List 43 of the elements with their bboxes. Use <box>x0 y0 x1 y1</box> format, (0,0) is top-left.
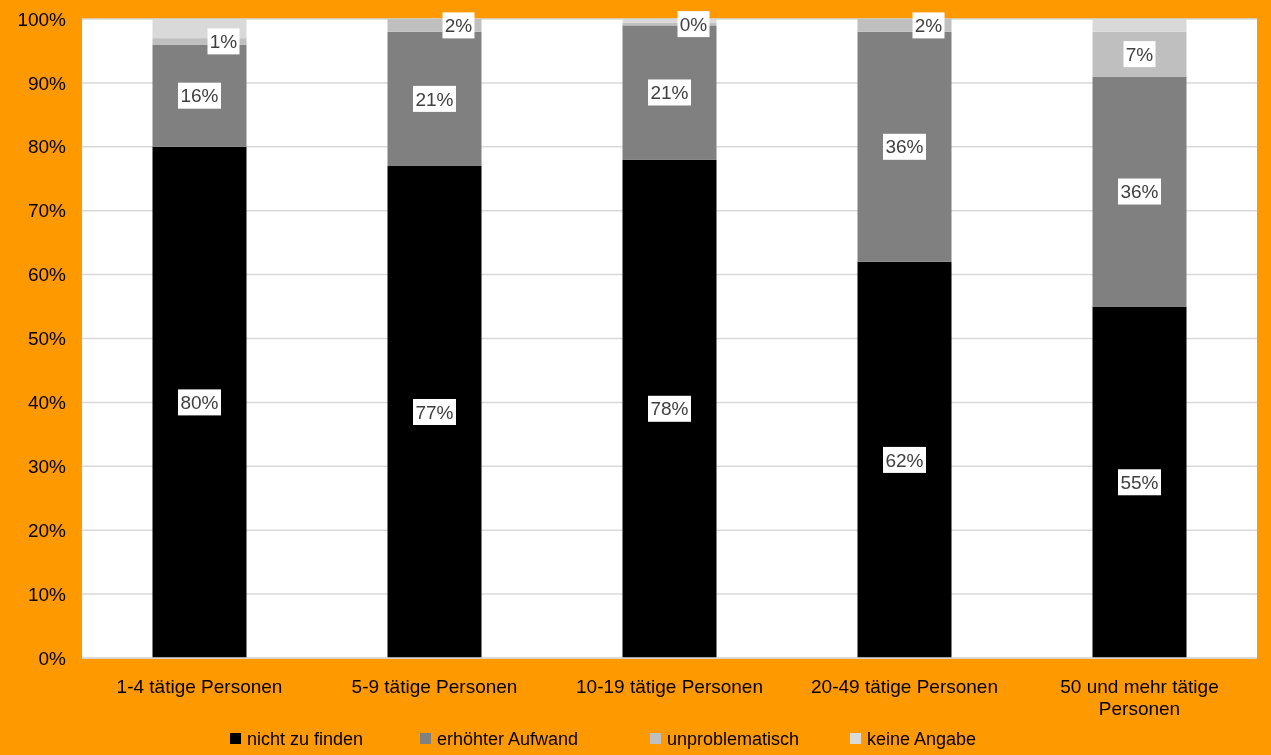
x-tick-label: 50 und mehr tätige Personen <box>1060 676 1219 719</box>
x-tick-label: 20-49 tätige Personen <box>811 676 998 697</box>
y-tick-label: 80% <box>27 136 67 158</box>
data-label: 36% <box>885 136 924 158</box>
legend-label: unproblematisch <box>667 729 800 750</box>
y-tick-label: 20% <box>27 519 67 541</box>
bar <box>622 159 717 658</box>
data-label: 0% <box>679 13 708 35</box>
y-tick-label: 0% <box>38 647 67 669</box>
data-label: 2% <box>444 15 473 37</box>
data-label: 78% <box>650 398 689 420</box>
y-tick-label: 10% <box>27 583 67 605</box>
legend-label: keine Angabe <box>867 729 977 750</box>
data-label: 36% <box>1120 181 1159 203</box>
x-tick-label: 10-19 tätige Personen <box>576 676 763 697</box>
legend-label: nicht zu finden <box>247 729 364 750</box>
data-label: 2% <box>914 15 943 37</box>
legend-label: erhöhter Aufwand <box>437 729 579 750</box>
bar <box>387 165 482 658</box>
bar <box>1092 76 1187 307</box>
y-tick-label: 60% <box>27 264 67 286</box>
data-label: 80% <box>180 392 219 414</box>
x-tick-label: 1-4 tätige Personen <box>116 676 283 697</box>
y-tick-label: 70% <box>27 200 67 222</box>
data-label: 1% <box>209 31 238 53</box>
y-tick-label: 50% <box>27 328 67 350</box>
bar <box>857 31 952 262</box>
data-label: 77% <box>415 401 454 423</box>
y-tick-label: 100% <box>17 8 67 30</box>
x-tick-label: 5-9 tätige Personen <box>351 676 518 697</box>
bar <box>152 146 247 658</box>
y-tick-label: 40% <box>27 392 67 414</box>
y-tick-label: 30% <box>27 455 67 477</box>
data-label: 55% <box>1120 471 1159 493</box>
data-label: 62% <box>885 449 924 471</box>
bar <box>387 31 482 166</box>
y-tick-label: 90% <box>27 72 67 94</box>
data-label: 21% <box>650 82 689 104</box>
bar <box>857 261 952 658</box>
data-label: 16% <box>180 85 219 107</box>
data-label: 7% <box>1125 43 1154 65</box>
bar <box>1092 306 1187 658</box>
data-label: 21% <box>415 88 454 110</box>
